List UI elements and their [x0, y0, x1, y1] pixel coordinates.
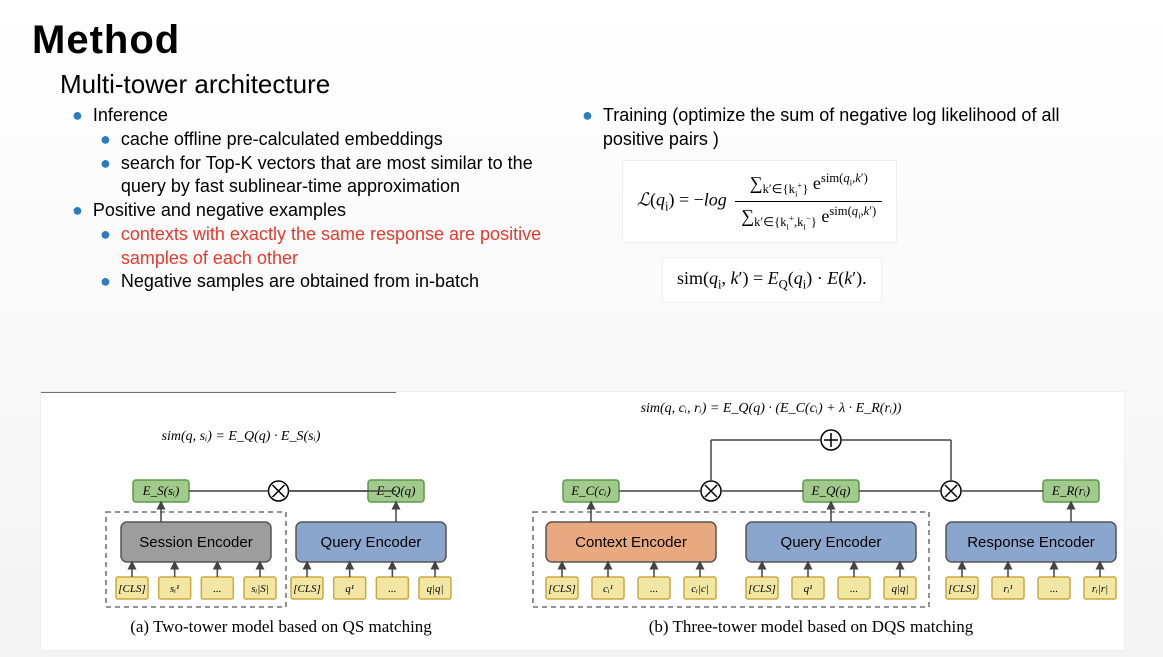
svg-text:(b) Three-tower model based on: (b) Three-tower model based on DQS match…	[649, 617, 974, 636]
svg-text:Context Encoder: Context Encoder	[575, 534, 687, 551]
bullet-training: ●Training (optimize the sum of negative …	[582, 104, 1102, 152]
architecture-figure: sim(q, sᵢ) = E_Q(q) · E_S(sᵢ) Session Enc…	[40, 391, 1125, 651]
subtitle: Multi-tower architecture	[60, 69, 1131, 100]
text: Inference	[93, 104, 168, 128]
left-col: ●Inference ●cache offline pre-calculated…	[32, 104, 552, 303]
svg-text:rᵢ|r|: rᵢ|r|	[1092, 583, 1108, 595]
svg-text:...: ...	[650, 583, 658, 595]
text: search for Top-K vectors that are most s…	[121, 152, 552, 200]
svg-text:(a) Two-tower model based on Q: (a) Two-tower model based on QS matching	[130, 617, 432, 636]
svg-text:...: ...	[1050, 583, 1058, 595]
svg-text:Query Encoder: Query Encoder	[321, 534, 422, 551]
svg-text:Query Encoder: Query Encoder	[781, 534, 882, 551]
text: cache offline pre-calculated embeddings	[121, 128, 443, 152]
right-col: ●Training (optimize the sum of negative …	[552, 104, 1102, 303]
bullet-inference: ●Inference	[72, 104, 552, 128]
sim-equation: sim(qi, k′) = EQ(qi) · E(k′).	[662, 257, 882, 304]
svg-text:[CLS]: [CLS]	[748, 583, 776, 595]
svg-text:sᵢ|S|: sᵢ|S|	[251, 583, 269, 595]
text: Positive and negative examples	[93, 199, 346, 223]
text: contexts with exactly the same response …	[121, 223, 552, 271]
svg-text:q¹: q¹	[345, 583, 354, 595]
bullet-topk: ●search for Top-K vectors that are most …	[100, 152, 552, 200]
svg-text:[CLS]: [CLS]	[293, 583, 321, 595]
svg-text:cᵢ|c|: cᵢ|c|	[691, 583, 709, 595]
svg-text:q|q|: q|q|	[426, 583, 443, 595]
text: Negative samples are obtained from in-ba…	[121, 270, 479, 294]
figure-svg: sim(q, sᵢ) = E_Q(q) · E_S(sᵢ) Session Enc…	[41, 392, 1124, 650]
bullet-negative: ●Negative samples are obtained from in-b…	[100, 270, 552, 294]
text: Training (optimize the sum of negative l…	[603, 104, 1102, 152]
svg-text:sim(q, sᵢ) = E_Q(q) · E_S(sᵢ): sim(q, sᵢ) = E_Q(q) · E_S(sᵢ)	[162, 429, 321, 444]
svg-text:Session Encoder: Session Encoder	[139, 534, 252, 551]
bullet-posneg: ●Positive and negative examples	[72, 199, 552, 223]
svg-text:q¹: q¹	[804, 583, 813, 595]
svg-text:...: ...	[213, 583, 221, 595]
bullet-cache: ●cache offline pre-calculated embeddings	[100, 128, 552, 152]
slide: { "title": "Method", "subtitle": "Multi-…	[0, 0, 1163, 657]
svg-text:E_S(sᵢ): E_S(sᵢ)	[142, 483, 180, 498]
svg-text:q|q|: q|q|	[891, 583, 908, 595]
page-title: Method	[32, 18, 1131, 63]
svg-text:[CLS]: [CLS]	[548, 583, 576, 595]
svg-text:cᵢ¹: cᵢ¹	[603, 583, 613, 595]
loss-equation: ℒ(qi) = −log ∑k′∈{ki+} esim(qi,k′) ∑k′∈{…	[622, 160, 897, 243]
svg-text:sᵢ¹: sᵢ¹	[170, 583, 179, 595]
svg-text:E_R(rᵢ): E_R(rᵢ)	[1051, 483, 1090, 498]
svg-text:Response Encoder: Response Encoder	[967, 534, 1095, 551]
columns: ●Inference ●cache offline pre-calculated…	[32, 104, 1131, 303]
svg-text:rᵢ¹: rᵢ¹	[1003, 583, 1012, 595]
svg-text:...: ...	[388, 583, 396, 595]
svg-text:[CLS]: [CLS]	[118, 583, 146, 595]
svg-text:[CLS]: [CLS]	[948, 583, 976, 595]
bullet-positive: ●contexts with exactly the same response…	[100, 223, 552, 271]
svg-text:E_Q(q): E_Q(q)	[811, 483, 851, 498]
svg-text:...: ...	[850, 583, 858, 595]
svg-text:sim(q, cᵢ, rᵢ) = E_Q(q) · (E_C: sim(q, cᵢ, rᵢ) = E_Q(q) · (E_C(cᵢ) + λ ·…	[641, 401, 902, 416]
svg-text:E_C(cᵢ): E_C(cᵢ)	[570, 483, 611, 498]
